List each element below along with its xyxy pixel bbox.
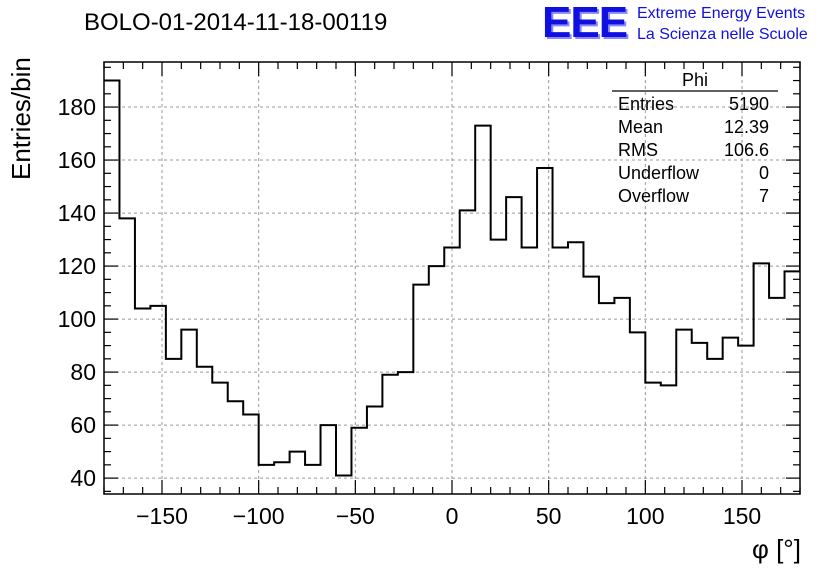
grid-lines <box>104 62 800 494</box>
y-tick-label: 80 <box>70 359 96 385</box>
stats-box-name: Phi <box>682 70 708 90</box>
stats-box: Phi Entries 5190 Mean 12.39 RMS 106.6 Underflo… <box>612 70 778 206</box>
y-tick-label: 60 <box>70 412 96 438</box>
x-tick-label: 150 <box>723 503 761 529</box>
stats-row-value: 12.39 <box>724 117 769 137</box>
eee-logo-mark: EEE <box>542 0 628 47</box>
plot-title: BOLO-01-2014-11-18-00119 <box>84 9 388 36</box>
stats-row-value: 7 <box>759 186 769 206</box>
y-tick-label: 180 <box>58 94 96 120</box>
x-tick-label: −50 <box>336 503 375 529</box>
y-tick-label: 120 <box>58 253 96 279</box>
y-tick-label: 40 <box>70 465 96 491</box>
x-tick-label: 50 <box>536 503 562 529</box>
stats-row-label: RMS <box>618 140 658 160</box>
stats-row-value: 5190 <box>729 94 769 114</box>
y-axis-label: Entries/bin <box>6 57 36 180</box>
tick-labels: −150 −100 −50 0 50 100 150 40 60 80 100 120 140 160 18… <box>58 94 762 529</box>
y-tick-label: 160 <box>58 147 96 173</box>
x-tick-label: 100 <box>626 503 664 529</box>
stats-row-label: Overflow <box>618 186 690 206</box>
stats-row-value: 106.6 <box>724 140 769 160</box>
y-tick-label: 140 <box>58 200 96 226</box>
axes <box>103 61 801 495</box>
x-tick-label: −150 <box>136 503 188 529</box>
histogram-step-line <box>104 79 800 477</box>
x-tick-label: −100 <box>233 503 285 529</box>
x-axis-label: φ [°] <box>752 534 801 564</box>
logo-tagline-1: Extreme Energy Events <box>637 5 806 22</box>
logo-tagline-2: La Scienza nelle Scuole <box>637 26 808 43</box>
stats-row-label: Underflow <box>618 163 700 183</box>
y-tick-label: 100 <box>58 306 96 332</box>
eee-logo: EEE Extreme Energy Events La Scienza nel… <box>540 0 836 47</box>
x-tick-label: 0 <box>446 503 459 529</box>
stats-row-label: Mean <box>618 117 663 137</box>
stats-row-label: Entries <box>618 94 674 114</box>
stats-row-value: 0 <box>759 163 769 183</box>
